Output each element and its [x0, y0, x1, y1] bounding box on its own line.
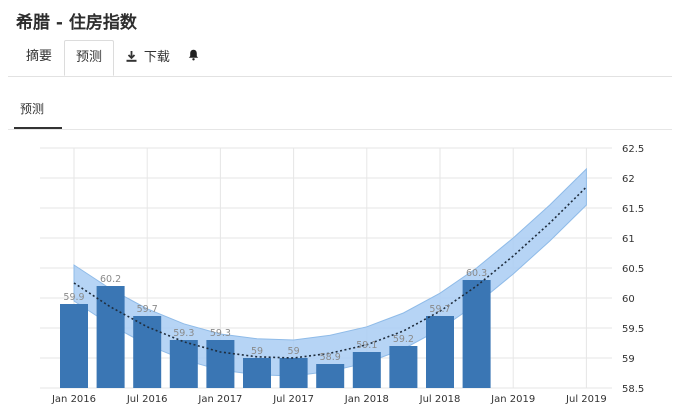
- bar-q3-2017: [279, 358, 308, 388]
- data-label: 59.2: [393, 334, 414, 345]
- data-label: 59.1: [356, 340, 377, 351]
- data-label: 59.7: [429, 304, 450, 315]
- tab-summary-label: 摘要: [25, 49, 52, 64]
- data-label: 58.9: [320, 352, 341, 363]
- data-label: 59.7: [137, 304, 158, 315]
- x-tick-label: Jan 2018: [344, 394, 389, 405]
- page-title: 希腊 - 住房指数: [16, 13, 137, 33]
- y-tick-label: 61.5: [622, 204, 644, 215]
- x-tick-label: Jul 2016: [126, 394, 168, 405]
- download-icon: [126, 50, 141, 64]
- bar-series: [60, 280, 491, 388]
- y-tick-label: 61: [622, 234, 635, 245]
- bar-q4-2018: [462, 280, 491, 388]
- bar-q3-2018: [426, 316, 454, 388]
- tab-download[interactable]: 下载: [118, 40, 178, 76]
- x-tick-label: Jul 2018: [419, 394, 461, 405]
- y-tick-label: 59.5: [622, 324, 644, 335]
- x-axis: Jan 2016 Jul 2016 Jan 2017 Jul 2017 Jan 2018…: [51, 394, 607, 405]
- data-labels: 59.9 60.2 59.7 59.3 59.3 59 59 58.9 59.1 59.2 59.7…: [63, 268, 487, 363]
- subtab-forecast[interactable]: 预测: [20, 102, 45, 116]
- data-label: 60.2: [100, 274, 121, 285]
- tab-alerts[interactable]: [180, 40, 206, 76]
- x-tick-label: Jul 2019: [565, 394, 607, 405]
- tab-summary[interactable]: 摘要: [16, 40, 62, 76]
- bell-icon: [188, 49, 199, 64]
- bar-q1-2016: [60, 304, 88, 388]
- y-tick-label: 60: [622, 294, 635, 305]
- data-label: 59.3: [210, 328, 231, 339]
- y-tick-label: 62.5: [622, 144, 644, 155]
- bar-q4-2017: [316, 364, 345, 388]
- data-label: 59: [251, 346, 263, 357]
- bar-q3-2016: [133, 316, 162, 388]
- subtab-active-indicator: [14, 127, 62, 129]
- tab-download-label: 下载: [143, 50, 170, 65]
- divider: [8, 129, 672, 130]
- y-tick-label: 60.5: [622, 264, 644, 275]
- x-tick-label: Jan 2017: [197, 394, 242, 405]
- tab-forecast[interactable]: 预测: [64, 40, 114, 76]
- bar-q4-2016: [169, 340, 198, 388]
- data-label: 59.3: [173, 328, 194, 339]
- y-tick-label: 58.5: [622, 384, 644, 395]
- bar-q1-2017: [206, 340, 235, 388]
- data-label: 60.3: [466, 268, 487, 279]
- y-axis: 62.5 62 61.5 61 60.5 60 59.5 59 58.5: [622, 144, 644, 395]
- bar-q2-2017: [243, 358, 271, 388]
- bar-q2-2018: [389, 346, 418, 388]
- x-tick-label: Jan 2019: [490, 394, 535, 405]
- bar-q2-2016: [96, 286, 125, 388]
- x-tick-label: Jul 2017: [272, 394, 314, 405]
- bar-q1-2018: [352, 352, 381, 388]
- data-label: 59.9: [63, 292, 84, 303]
- tab-forecast-label: 预测: [75, 50, 102, 65]
- x-tick-label: Jan 2016: [51, 394, 96, 405]
- data-label: 59: [288, 346, 300, 357]
- y-tick-label: 59: [622, 354, 635, 365]
- tab-bar: 摘要 预测 下载: [8, 40, 672, 77]
- y-tick-label: 62: [622, 174, 635, 185]
